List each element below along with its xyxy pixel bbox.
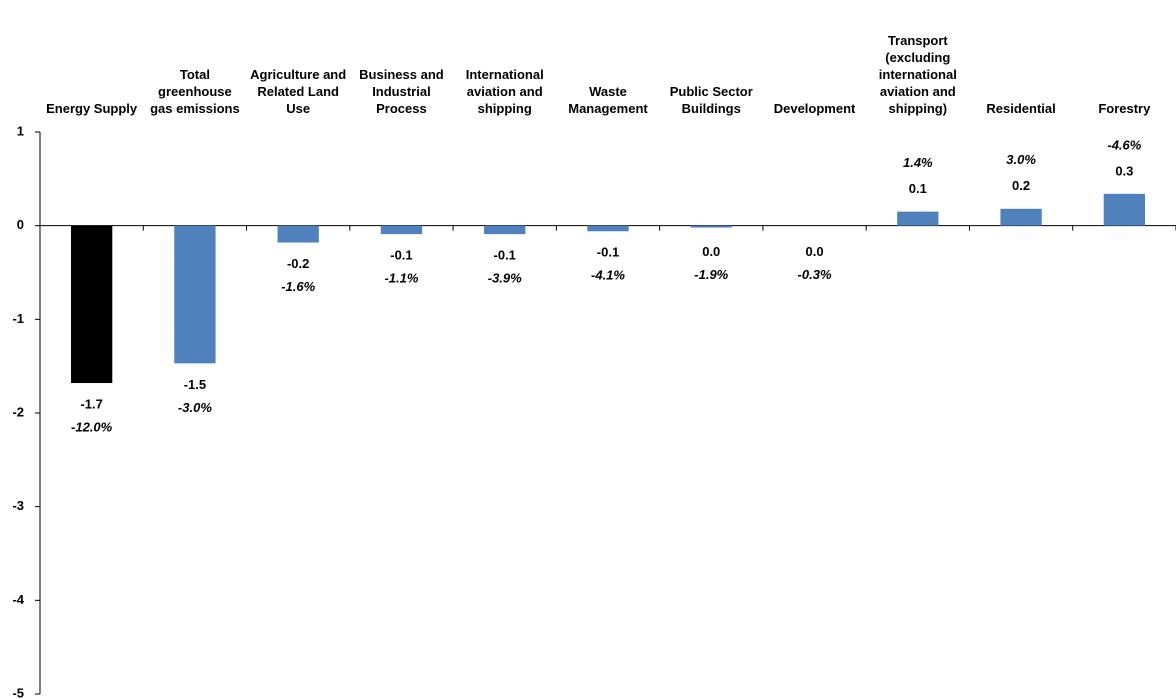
change-label: -1.6% xyxy=(281,279,315,294)
change-label: -4.6% xyxy=(1107,137,1141,152)
value-label: -0.1 xyxy=(494,248,516,263)
value-label: 0.2 xyxy=(1012,178,1030,193)
y-tick-label: -4 xyxy=(12,592,24,607)
value-label: -1.7 xyxy=(80,396,102,411)
bar xyxy=(174,225,216,364)
value-label: 0.3 xyxy=(1115,163,1133,178)
x-tick-label: Forestry xyxy=(1098,101,1151,116)
change-label: 1.4% xyxy=(903,155,933,170)
bar xyxy=(380,225,423,235)
value-label: -0.1 xyxy=(390,248,412,263)
bar xyxy=(1000,208,1042,226)
value-label: -0.1 xyxy=(597,245,619,260)
change-label: -0.3% xyxy=(798,267,832,282)
x-tick-label: International aviation and shipping xyxy=(465,67,544,116)
x-tick-label: Public Sector Buildings xyxy=(669,84,753,116)
y-tick-label: -1 xyxy=(12,311,24,326)
x-tick-label: Transport (excluding international aviat… xyxy=(878,33,957,116)
value-label: -0.2 xyxy=(287,256,309,271)
value-label: -1.5 xyxy=(184,377,206,392)
y-tick-label: -3 xyxy=(12,498,24,513)
bar xyxy=(484,225,526,235)
y-tick-label: 1 xyxy=(17,123,24,138)
bar xyxy=(587,225,629,232)
bar xyxy=(277,225,319,243)
bar xyxy=(70,225,113,384)
change-label: -1.1% xyxy=(384,271,418,286)
change-label: -3.9% xyxy=(488,271,522,286)
change-label: -4.1% xyxy=(591,268,625,283)
bar xyxy=(690,225,732,228)
y-tick-label: -2 xyxy=(12,404,24,419)
x-tick-label: Energy Supply xyxy=(46,101,138,116)
bar xyxy=(1103,193,1146,226)
value-label: 0.0 xyxy=(702,244,720,259)
change-label: -3.0% xyxy=(178,400,212,415)
x-tick-label: Development xyxy=(773,101,856,116)
y-tick-label: 0 xyxy=(17,217,24,232)
x-tick-label: Waste Management xyxy=(568,84,648,116)
value-label: 0.0 xyxy=(806,244,824,259)
x-tick-label: Total greenhouse gas emissions xyxy=(150,67,240,116)
x-tick-label: Business and Industrial Process xyxy=(359,67,444,116)
bar xyxy=(897,211,939,226)
value-label: 0.1 xyxy=(909,181,927,196)
y-tick-label: -5 xyxy=(12,685,24,699)
x-tick-label: Residential xyxy=(986,101,1056,116)
x-tick-label: Agriculture and Related Land Use xyxy=(250,67,347,116)
change-label: -1.9% xyxy=(694,267,728,282)
change-label: 3.0% xyxy=(1006,152,1036,167)
change-label: -12.0% xyxy=(71,419,113,434)
